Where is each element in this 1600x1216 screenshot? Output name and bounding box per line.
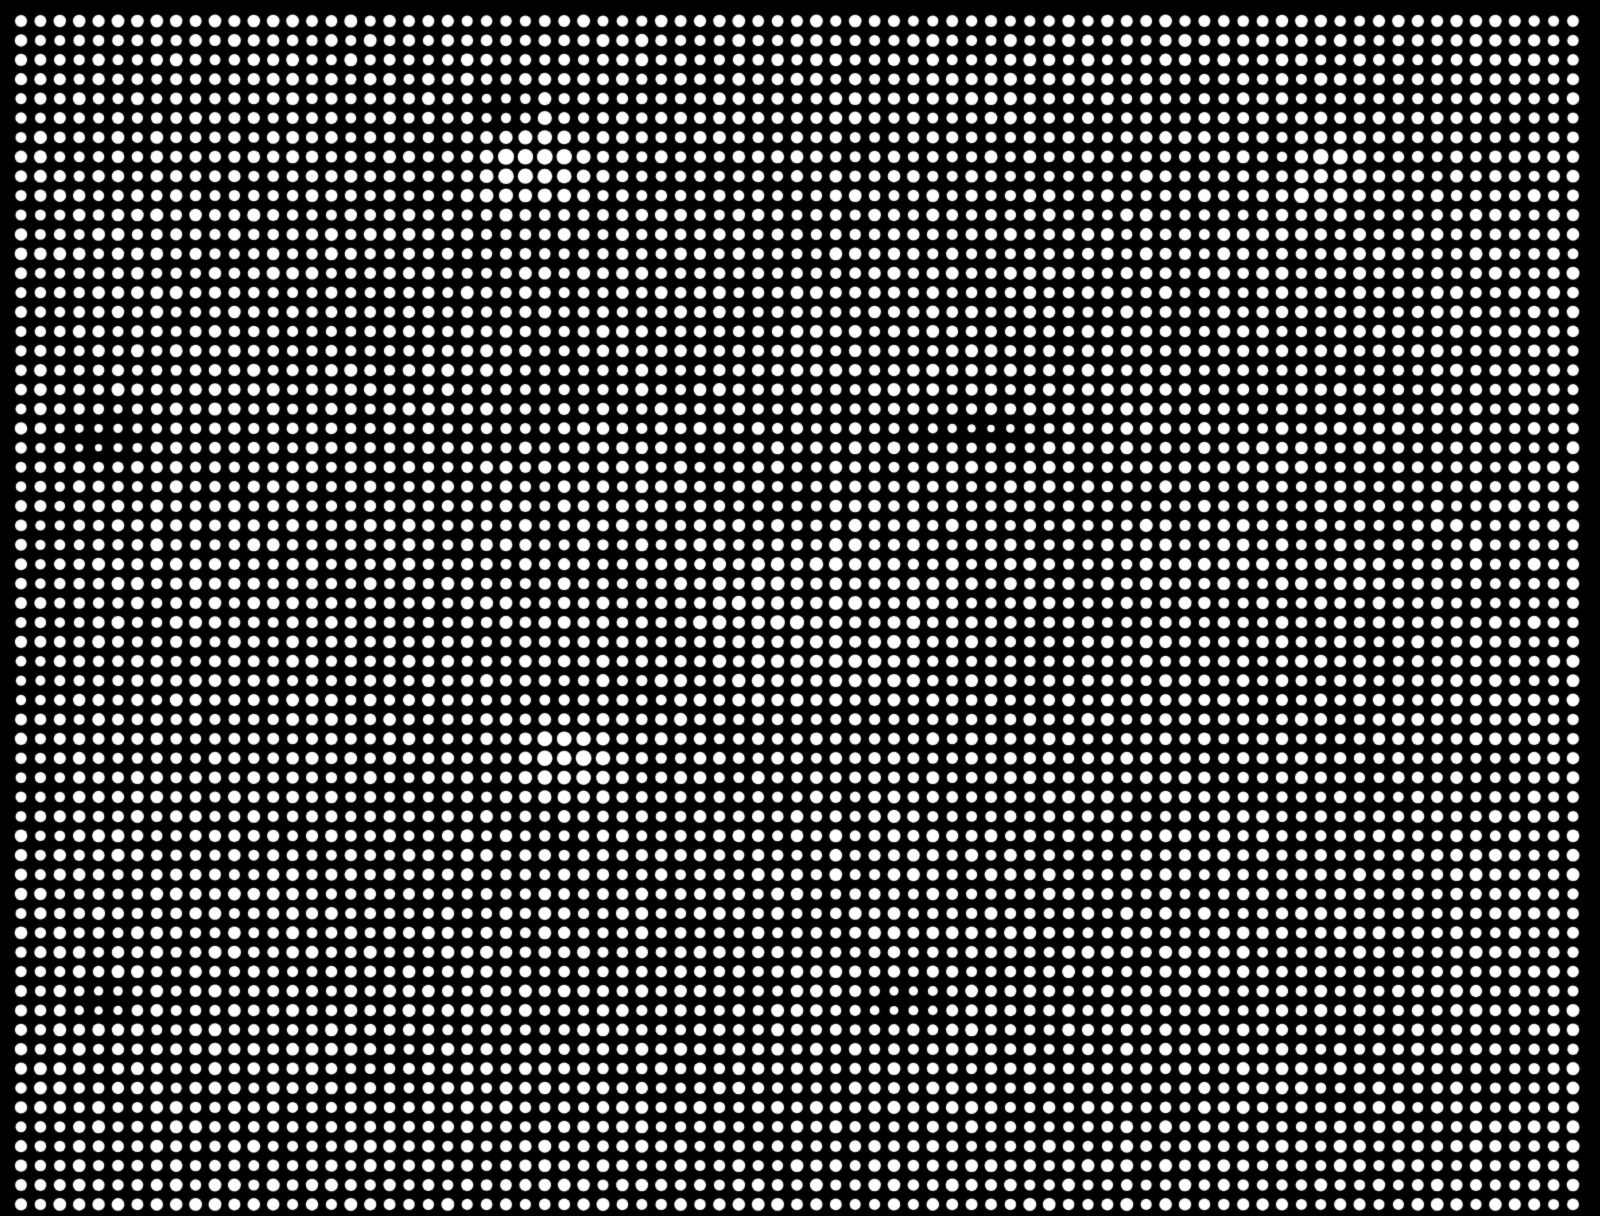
halftone-dot-grid-canvas [0,0,1600,1216]
halftone-figure: Halftone Dot Grid Full-bleed monochrome … [0,0,1600,1216]
